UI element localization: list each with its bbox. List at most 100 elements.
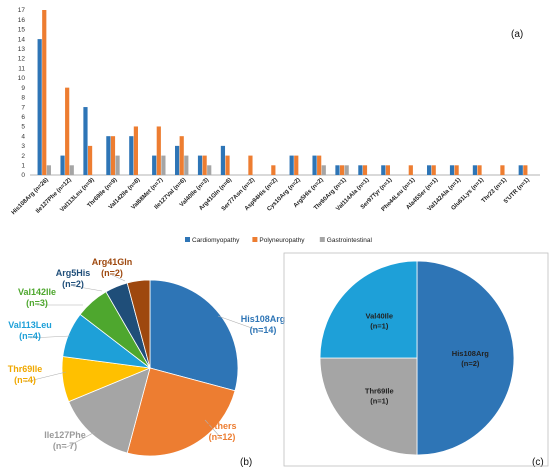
slice-label: Arg5His	[56, 268, 91, 278]
bar	[358, 165, 363, 175]
y-tick-label: 2	[21, 153, 25, 160]
bar	[184, 155, 189, 175]
pie-slice	[126, 367, 236, 457]
leader-line	[72, 285, 103, 292]
legend-swatch	[319, 237, 325, 242]
bar	[289, 155, 294, 175]
pie-slice	[68, 367, 151, 454]
bar	[115, 155, 120, 175]
y-tick-label: 14	[18, 36, 26, 43]
bar	[248, 155, 253, 175]
bar	[339, 165, 345, 175]
bar	[133, 126, 138, 175]
y-tick-label: 13	[18, 46, 26, 53]
legend-label: Polyneuropathy	[259, 237, 305, 244]
bar	[385, 165, 390, 175]
slice-count: (n=14)	[250, 325, 277, 335]
y-tick-label: 0	[21, 172, 25, 179]
slice-label: His108Arg	[452, 349, 490, 358]
bar	[362, 165, 368, 175]
y-tick-label: 3	[21, 143, 25, 150]
slice-count: (n=3)	[26, 298, 48, 308]
y-tick-label: 12	[18, 56, 26, 63]
pie-slice	[126, 279, 151, 369]
bar	[518, 165, 523, 175]
slice-label: His108Arg	[241, 314, 286, 324]
y-tick-label: 1	[21, 162, 25, 169]
leader-line	[204, 419, 223, 440]
pie-slice	[149, 279, 239, 392]
pie-chart-panel-c: His108Arg(n=2)Thr69Ile(n=1)Val40Ile(n=1)	[319, 260, 515, 456]
leader-line	[64, 431, 96, 449]
y-tick-label: 17	[18, 7, 26, 14]
bar	[427, 165, 432, 175]
bar	[110, 136, 116, 175]
slice-count: (n=2)	[101, 268, 123, 278]
bar	[381, 165, 386, 175]
bar	[312, 155, 317, 175]
slice-label: Thr69Ile	[8, 364, 43, 374]
slice-count: (n=4)	[14, 375, 36, 385]
bar	[220, 145, 226, 175]
slice-count: (n=1)	[370, 397, 389, 406]
panel-c-frame	[283, 252, 549, 467]
bar	[294, 155, 299, 175]
bar	[161, 155, 166, 175]
y-tick-label: 10	[18, 75, 26, 82]
bar	[335, 165, 340, 175]
bar	[106, 136, 111, 175]
slice-count: (n=1)	[370, 321, 389, 330]
panel-label-a: (a)	[511, 29, 523, 40]
panel-label-c: (c)	[532, 457, 544, 468]
pie-chart-panel-b: His108Arg(n=14) Others(n=12) Ile127Phe(n= …	[8, 257, 286, 457]
leader-line	[29, 335, 71, 339]
bar	[500, 165, 505, 175]
y-tick-label: 8	[21, 95, 25, 102]
y-tick-label: 4	[21, 133, 25, 140]
slice-label: Thr69Ile	[365, 387, 394, 396]
slice-label: Val113Leu	[8, 320, 52, 330]
slice-label: Others	[207, 421, 236, 431]
legend-swatch	[185, 237, 190, 242]
bar	[207, 165, 212, 175]
panel-label-b: (b)	[240, 457, 252, 468]
bar	[271, 165, 276, 175]
bar	[175, 145, 180, 175]
leader-line	[217, 315, 264, 333]
leader-line	[24, 371, 67, 383]
leader-line	[111, 274, 126, 282]
slice-count: (n=2)	[461, 359, 480, 368]
bar	[197, 155, 203, 175]
pie-slice	[319, 357, 418, 456]
bar	[42, 10, 47, 175]
y-tick-label: 15	[18, 27, 26, 34]
slice-count: (n=12)	[209, 432, 236, 442]
bar	[454, 165, 459, 175]
slice-count: (n=4)	[19, 331, 41, 341]
bar	[344, 165, 349, 175]
bar	[472, 165, 478, 175]
slice-label: Val40Ile	[366, 311, 394, 320]
slice-count: (n=2)	[62, 279, 84, 289]
legend-label: Gastrointestinal	[327, 237, 373, 244]
bar	[65, 87, 70, 175]
y-tick-label: 11	[18, 65, 25, 72]
x-tick-label: His108Arg (n=26)	[11, 177, 50, 216]
y-tick-label: 7	[21, 104, 25, 111]
y-tick-label: 6	[21, 114, 25, 121]
y-tick-label: 16	[18, 17, 26, 24]
bar	[321, 165, 326, 175]
bar	[317, 155, 322, 175]
bar	[37, 39, 42, 175]
bar	[225, 155, 230, 175]
bar	[449, 165, 455, 175]
bar	[179, 136, 184, 175]
bar	[477, 165, 482, 175]
bar	[202, 155, 207, 175]
bar	[152, 155, 157, 175]
bar	[69, 165, 74, 175]
legend-label: Cardiomyopathy	[192, 237, 240, 244]
slice-label: Ile127Phe	[44, 430, 86, 440]
